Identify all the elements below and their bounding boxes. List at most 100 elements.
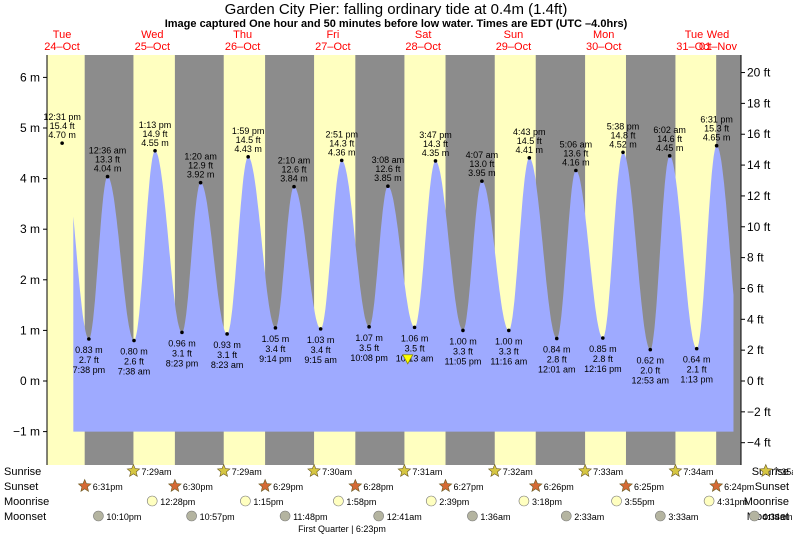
y-tick-label-ft: 4 ft [747, 312, 764, 326]
sunset-time: 6:31pm [93, 482, 123, 492]
low-tide-m: 0.93 m [213, 340, 241, 350]
high-tide-marker [339, 158, 344, 163]
sunset-row-label-left: Sunset [4, 481, 38, 493]
high-tide-time: 4:43 pm [513, 127, 546, 137]
sunrise-icon [307, 463, 321, 477]
high-tide-ft: 14.6 ft [657, 134, 683, 144]
moonset-icon [373, 510, 384, 522]
high-tide-marker [433, 159, 438, 163]
moonrise-icon [240, 495, 251, 507]
low-tide-marker [367, 325, 371, 329]
low-tide-ft: 3.3 ft [499, 346, 520, 356]
moonset-icon [93, 510, 104, 522]
moonrise-icon [703, 495, 715, 507]
high-tide-m: 4.55 m [141, 138, 169, 148]
low-tide-time: 7:38 pm [73, 365, 106, 375]
sunset-icon [77, 478, 92, 492]
sunset-row-label-right: Sunset [755, 481, 789, 493]
day-date-label: 24–Oct [44, 41, 79, 53]
low-tide-time: 9:15 am [304, 355, 337, 365]
low-tide-time: 8:23 pm [166, 358, 199, 368]
day-name-label: Thu [233, 29, 252, 41]
sunrise-icon [668, 463, 683, 477]
moonrise-row-label-right: Moonrise [744, 496, 789, 508]
y-tick-label-m: 4 m [20, 172, 40, 186]
high-tide-marker [292, 184, 296, 189]
high-tide-time: 4:07 am [466, 150, 499, 160]
sunset-time: 6:25pm [634, 482, 664, 492]
low-tide-m: 0.84 m [543, 344, 571, 354]
sunset-time: 6:26pm [544, 482, 574, 492]
y-tick-label-ft: 2 ft [747, 343, 764, 357]
high-tide-time: 3:08 am [372, 155, 405, 165]
sunrise-icon [216, 463, 231, 477]
low-tide-marker [225, 332, 229, 336]
y-tick-label-m: 2 m [20, 273, 40, 287]
high-tide-marker [667, 154, 672, 158]
sunrise-time: 7:29am [141, 467, 171, 477]
low-tide-ft: 3.1 ft [172, 348, 193, 358]
low-tide-ft: 3.3 ft [453, 346, 474, 356]
tide-area [73, 145, 734, 432]
low-tide-marker [461, 328, 465, 333]
sunset-icon [348, 478, 363, 492]
sunset-icon [528, 478, 543, 492]
high-tide-m: 4.43 m [234, 144, 262, 154]
low-tide-marker [132, 338, 136, 343]
high-tide-ft: 13.0 ft [469, 159, 495, 169]
moonrise-icon [333, 495, 344, 507]
y-tick-label-m: 5 m [20, 121, 40, 135]
high-tide-time: 12:31 pm [43, 112, 81, 122]
low-tide-time: 7:38 am [118, 367, 151, 377]
sunrise-row-label-left: Sunrise [4, 466, 41, 478]
low-tide-m: 0.83 m [75, 345, 103, 355]
high-tide-m: 3.84 m [280, 174, 308, 184]
high-tide-m: 3.95 m [468, 168, 496, 178]
y-tick-label-ft: 20 ft [747, 66, 771, 80]
sunrise-icon [397, 463, 412, 477]
moonset-time: 10:57pm [200, 512, 235, 522]
sunset-time: 6:28pm [363, 482, 393, 492]
high-tide-time: 2:51 pm [325, 129, 358, 139]
high-tide-marker [246, 155, 250, 159]
high-tide-ft: 14.8 ft [610, 130, 636, 140]
sunset-time: 6:30pm [183, 482, 213, 492]
low-tide-ft: 2.1 ft [687, 365, 708, 375]
high-tide-m: 4.16 m [562, 158, 590, 168]
high-tide-ft: 12.6 ft [282, 165, 308, 175]
y-tick-label-ft: 14 ft [747, 158, 771, 172]
sunrise-time: 7:29am [232, 467, 262, 477]
low-tide-m: 0.62 m [637, 356, 665, 366]
low-tide-time: 10:08 pm [350, 353, 388, 363]
low-tide-m: 0.64 m [683, 355, 711, 365]
sunrise-time: 7:31am [412, 467, 442, 477]
chart-subtitle: Image captured One hour and 50 minutes b… [165, 18, 628, 30]
moonrise-icon [425, 495, 437, 507]
sunset-icon [167, 478, 182, 492]
day-date-label: 25–Oct [135, 41, 170, 53]
moonrise-time: 4:31pm [717, 497, 747, 507]
y-tick-label-ft: 8 ft [747, 251, 764, 265]
high-tide-time: 2:10 am [278, 156, 311, 166]
high-tide-time: 12:36 am [89, 146, 127, 156]
high-tide-m: 4.45 m [656, 143, 684, 153]
high-tide-time: 1:20 am [184, 152, 217, 162]
sunrise-time: 7:35am [774, 467, 793, 477]
sunrise-time: 7:30am [322, 467, 352, 477]
sunrise-icon [487, 463, 502, 477]
y-tick-label-m: −1 m [13, 425, 40, 439]
day-name-label: Wed [707, 29, 729, 41]
y-tick-label-m: 6 m [20, 70, 40, 84]
low-tide-time: 1:13 pm [680, 375, 713, 385]
high-tide-time: 5:38 pm [607, 121, 640, 131]
y-tick-label-ft: 10 ft [747, 220, 771, 234]
sunrise-icon [126, 463, 141, 477]
high-tide-m: 3.92 m [187, 170, 215, 180]
moonset-time: 10:10pm [106, 512, 141, 522]
sunset-icon [258, 478, 273, 492]
moonset-icon [279, 510, 291, 522]
low-tide-ft: 2.7 ft [79, 355, 100, 365]
low-tide-ft: 3.4 ft [311, 345, 332, 355]
day-name-label: Wed [141, 29, 163, 41]
high-tide-ft: 14.3 ft [329, 138, 355, 148]
